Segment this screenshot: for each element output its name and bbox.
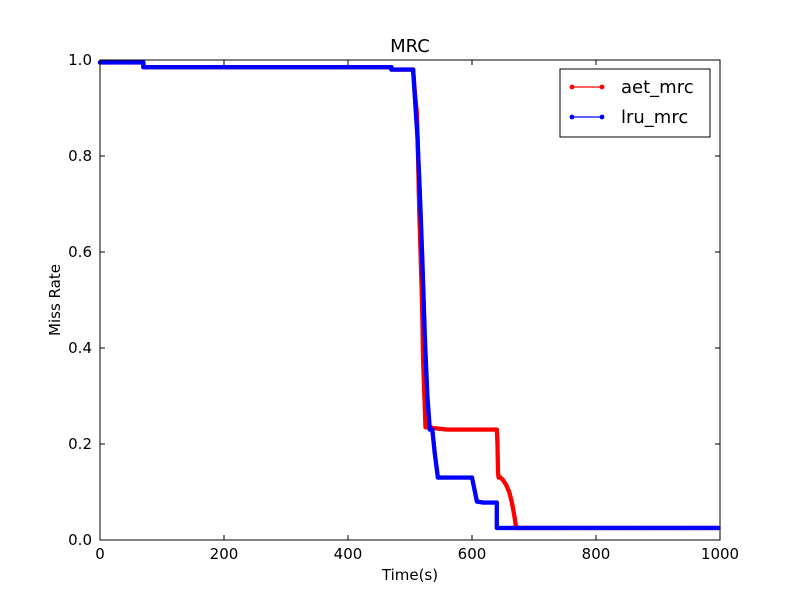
x-tick-label: 0: [95, 545, 105, 563]
x-tick-label: 1000: [701, 545, 739, 563]
x-axis-label: Time(s): [381, 566, 438, 584]
legend-marker-aet-left: [569, 84, 575, 90]
series-layer: [97, 60, 721, 531]
legend-box: [559, 68, 711, 138]
y-tick-label: 0.0: [68, 531, 92, 549]
x-axis: 0 200 400 600 800 1000: [95, 60, 739, 563]
legend-marker-lru-right: [599, 114, 605, 120]
y-tick-label: 1.0: [68, 51, 92, 69]
legend-marker-aet-right: [599, 84, 605, 90]
x-tick-label: 400: [334, 545, 363, 563]
y-axis-label: Miss Rate: [46, 264, 64, 336]
y-tick-label: 0.4: [68, 339, 92, 357]
y-axis: 0.0 0.2 0.4 0.6 0.8 1.0: [68, 51, 720, 549]
legend: aet_mrc lru_mrc: [559, 68, 711, 138]
series-markers-lru_mrc: [97, 60, 721, 531]
legend-label-lru: lru_mrc: [621, 107, 688, 128]
y-tick-label: 0.6: [68, 243, 92, 261]
legend-marker-lru-left: [569, 114, 575, 120]
plot-frame: [99, 59, 721, 541]
x-tick-label: 600: [458, 545, 487, 563]
legend-label-aet: aet_mrc: [621, 77, 694, 98]
x-tick-label: 800: [582, 545, 611, 563]
y-tick-label: 0.8: [68, 147, 92, 165]
chart-title: MRC: [390, 36, 430, 57]
x-tick-label: 200: [210, 545, 239, 563]
y-tick-label: 0.2: [68, 435, 92, 453]
